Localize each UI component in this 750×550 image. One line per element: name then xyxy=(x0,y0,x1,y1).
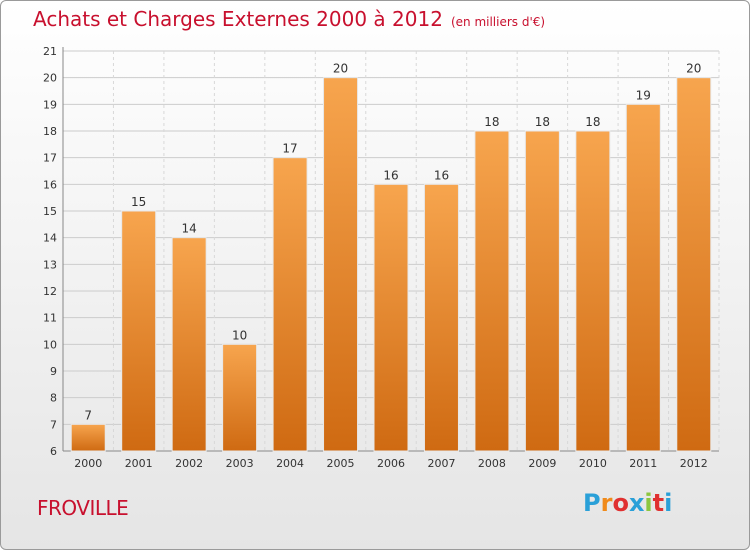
bar-2009 xyxy=(524,130,560,452)
y-tick-label: 15 xyxy=(43,205,57,218)
brand-letter: r xyxy=(600,489,613,517)
brand-letter: i xyxy=(664,489,673,517)
bar-value-label: 15 xyxy=(131,195,146,209)
commune-name: FROVILLE xyxy=(37,496,129,520)
y-tick-label: 19 xyxy=(43,98,57,111)
bar-value-label: 19 xyxy=(636,88,651,102)
x-tick-label: 2002 xyxy=(175,457,203,470)
bar-value-label: 10 xyxy=(232,328,247,342)
brand-letter: t xyxy=(652,489,665,517)
proxiti-logo[interactable]: Proxiti xyxy=(583,489,672,517)
chart-title-text: Achats et Charges Externes 2000 à 2012 xyxy=(33,7,443,31)
bar-value-label: 20 xyxy=(686,62,701,76)
x-tick-label: 2005 xyxy=(327,457,355,470)
x-tick-label: 2009 xyxy=(528,457,556,470)
x-tick-label: 2004 xyxy=(276,457,304,470)
bar-value-label: 16 xyxy=(434,168,449,182)
x-tick-label: 2010 xyxy=(579,457,607,470)
bar-2006 xyxy=(373,183,409,452)
bar-value-label: 17 xyxy=(282,142,297,156)
bar-value-label: 18 xyxy=(484,115,499,129)
bar-2003 xyxy=(222,343,258,452)
x-tick-label: 2008 xyxy=(478,457,506,470)
brand-letter: P xyxy=(583,489,601,517)
chart-subtitle: (en milliers d'€) xyxy=(450,15,546,29)
bar-2008 xyxy=(474,130,510,452)
y-tick-label: 18 xyxy=(43,125,57,138)
bar-2012 xyxy=(676,77,712,452)
y-tick-label: 10 xyxy=(43,338,57,351)
y-tick-label: 9 xyxy=(50,365,57,378)
bar-2010 xyxy=(575,130,611,452)
chart-title: Achats et Charges Externes 2000 à 2012 (e… xyxy=(33,7,545,31)
y-tick-label: 17 xyxy=(43,152,57,165)
x-tick-label: 2001 xyxy=(125,457,153,470)
y-tick-label: 14 xyxy=(43,232,57,245)
x-tick-label: 2003 xyxy=(226,457,254,470)
bar-2001 xyxy=(121,210,157,452)
bar-value-label: 14 xyxy=(182,222,197,236)
bar-value-label: 18 xyxy=(535,115,550,129)
brand-letter: o xyxy=(612,489,629,517)
y-tick-label: 13 xyxy=(43,258,57,271)
labels: 6 7 8 9 10 11 12 13 14 15 16 17 18 19 20 21 7 2000 15 2001 1… xyxy=(43,45,708,470)
x-tick-label: 2012 xyxy=(680,457,708,470)
bar-value-label: 20 xyxy=(333,62,348,76)
bar-2007 xyxy=(423,183,459,452)
x-tick-label: 2000 xyxy=(74,457,102,470)
brand-letter: i xyxy=(644,489,653,517)
bar-2000 xyxy=(70,423,106,452)
bar-value-label: 18 xyxy=(585,115,600,129)
bar-2004 xyxy=(272,157,308,452)
bar-value-label: 16 xyxy=(383,168,398,182)
y-tick-label: 21 xyxy=(43,45,57,58)
bar-value-label: 7 xyxy=(84,408,92,422)
x-tick-label: 2007 xyxy=(427,457,455,470)
y-tick-label: 12 xyxy=(43,285,57,298)
x-tick-label: 2011 xyxy=(629,457,657,470)
x-tick-label: 2006 xyxy=(377,457,405,470)
bar-2002 xyxy=(171,237,207,452)
bar-2005 xyxy=(323,77,359,452)
bar-2011 xyxy=(625,103,661,452)
y-tick-label: 6 xyxy=(50,445,57,458)
brand-letter: x xyxy=(628,489,645,517)
bars xyxy=(70,77,712,452)
y-tick-label: 8 xyxy=(50,392,57,405)
y-tick-label: 16 xyxy=(43,178,57,191)
y-tick-label: 11 xyxy=(43,312,57,325)
y-tick-label: 20 xyxy=(43,72,57,85)
y-tick-label: 7 xyxy=(50,418,57,431)
